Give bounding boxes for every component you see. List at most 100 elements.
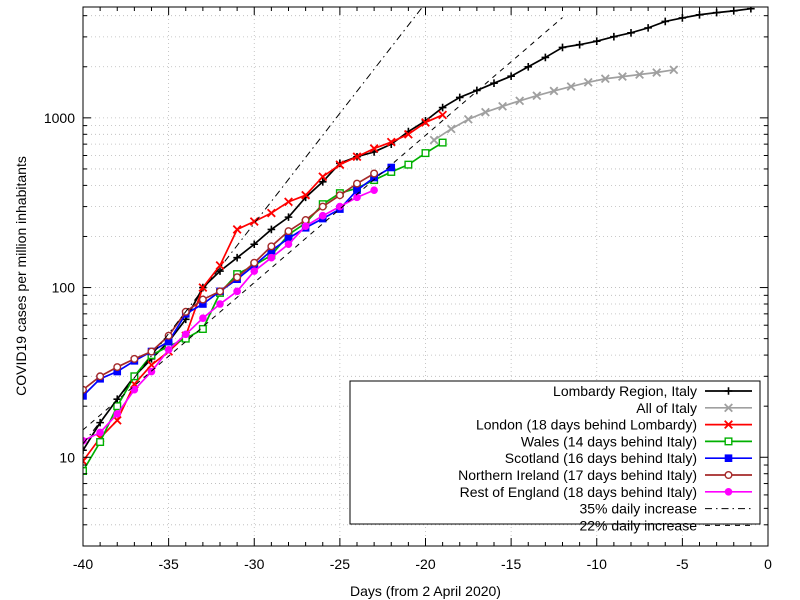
- legend-label: Scotland (16 days behind Italy): [505, 450, 697, 466]
- data-point: [370, 173, 378, 182]
- data-point: [352, 152, 362, 162]
- data-point: [130, 354, 139, 363]
- data-point: [83, 466, 87, 475]
- data-point: [113, 367, 122, 376]
- data-point: [583, 77, 593, 87]
- data-point: [233, 253, 241, 262]
- data-point: [724, 387, 733, 395]
- data-point: [446, 124, 456, 134]
- series-line: [83, 172, 375, 391]
- legend-label: Lombardy Region, Italy: [553, 383, 697, 399]
- data-point: [421, 149, 430, 158]
- data-point: [232, 225, 242, 234]
- x-tick-label: -35: [159, 556, 179, 572]
- data-point: [724, 471, 733, 480]
- series: [429, 65, 679, 145]
- data-point: [83, 385, 87, 394]
- data-point: [549, 86, 559, 96]
- data-point: [387, 163, 396, 172]
- legend-label: Wales (14 days behind Italy): [521, 433, 697, 449]
- data-point: [678, 14, 687, 22]
- series-line: [83, 141, 444, 472]
- y-tick-label: 10: [59, 449, 75, 465]
- data-point: [267, 246, 276, 255]
- data-point: [216, 300, 224, 308]
- x-tick-label: 0: [764, 556, 772, 572]
- data-point: [438, 138, 447, 147]
- data-point: [635, 70, 644, 79]
- data-point: [370, 169, 379, 178]
- x-tick-label: -30: [244, 556, 264, 572]
- data-point: [541, 53, 550, 62]
- y-tick-label: 1000: [44, 110, 75, 126]
- data-point: [370, 186, 378, 194]
- legend-label: London (18 days behind Lombardy): [476, 417, 697, 433]
- data-point: [250, 240, 259, 249]
- data-point: [524, 62, 533, 71]
- data-point: [83, 456, 88, 466]
- data-point: [724, 420, 733, 430]
- data-point: [481, 107, 490, 117]
- data-point: [669, 65, 679, 75]
- data-point: [335, 160, 345, 170]
- data-point: [130, 385, 139, 394]
- data-point: [284, 213, 293, 221]
- data-point: [600, 74, 610, 84]
- data-point: [438, 110, 448, 120]
- legend-box: [349, 380, 761, 525]
- data-point: [113, 402, 122, 411]
- data-point: [618, 72, 627, 82]
- data-point: [610, 32, 618, 41]
- data-point: [199, 300, 207, 308]
- data-point: [386, 137, 396, 147]
- data-point: [249, 217, 259, 226]
- data-point: [96, 428, 104, 437]
- data-point: [592, 37, 601, 45]
- data-point: [724, 437, 733, 446]
- legend-label: 35% daily increase: [579, 501, 697, 517]
- legend-label: Northern Ireland (17 days behind Italy): [458, 467, 697, 483]
- data-point: [318, 177, 327, 186]
- data-point: [463, 114, 473, 124]
- data-point: [652, 68, 662, 77]
- series: [83, 169, 379, 394]
- data-point: [96, 418, 104, 427]
- x-tick-label: -25: [330, 556, 350, 572]
- data-point: [724, 403, 733, 413]
- data-point: [113, 363, 122, 372]
- series: [83, 163, 396, 400]
- data-point: [724, 488, 733, 496]
- data-point: [233, 287, 241, 296]
- data-point: [353, 179, 362, 188]
- data-point: [113, 410, 122, 418]
- data-point: [198, 283, 208, 292]
- data-point: [627, 29, 635, 37]
- data-point: [369, 144, 379, 153]
- data-point: [284, 197, 293, 207]
- data-point: [215, 287, 224, 296]
- data-point: [96, 372, 105, 381]
- data-point: [250, 267, 259, 275]
- data-point: [421, 117, 430, 127]
- data-point: [164, 337, 173, 346]
- data-point: [250, 258, 259, 267]
- data-point: [266, 208, 276, 218]
- data-point: [147, 347, 156, 356]
- x-tick-label: -10: [587, 556, 607, 572]
- data-point: [335, 191, 344, 200]
- data-point: [181, 330, 190, 339]
- data-point: [301, 222, 310, 230]
- data-point: [267, 242, 276, 251]
- ticks: -40 -35 -30 -25 -20 -15 -10 -5 0 10 100 1000: [44, 7, 772, 572]
- data-point: [301, 216, 310, 225]
- data-point: [301, 190, 311, 200]
- data-point: [267, 253, 276, 262]
- data-point: [284, 227, 293, 236]
- legend-label: All of Italy: [636, 400, 697, 416]
- data-point: [429, 135, 439, 145]
- x-axis-title: Days (from 2 April 2020): [350, 583, 501, 599]
- series-layer: [83, 7, 755, 475]
- data-point: [83, 446, 87, 455]
- data-point: [661, 17, 670, 26]
- data-point: [318, 202, 327, 211]
